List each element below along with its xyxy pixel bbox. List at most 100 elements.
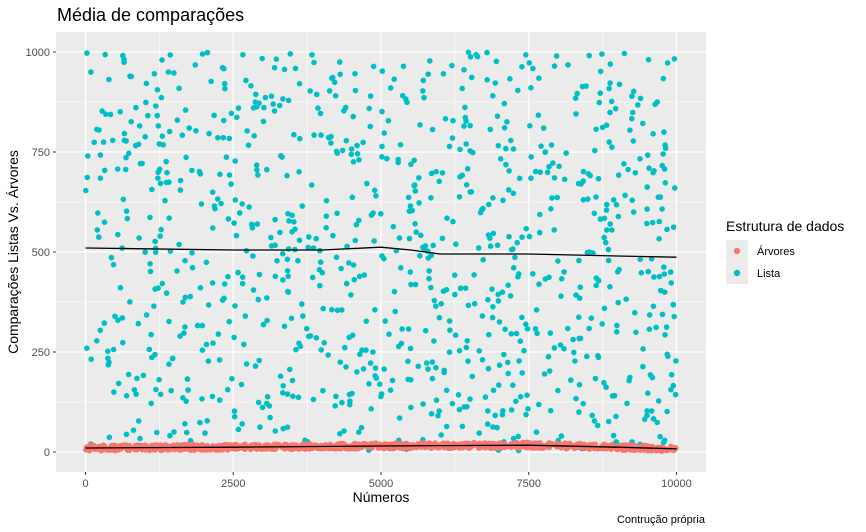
data-point-lista [588,315,595,322]
data-point-lista [199,396,205,402]
data-point-lista [461,67,467,73]
data-point-lista [279,250,286,257]
y-tick-label: 0 [44,447,50,459]
data-point-lista [88,356,94,363]
data-point-lista [108,254,115,261]
data-point-lista [367,360,374,366]
data-point-lista [117,284,124,291]
data-point-lista [264,400,270,407]
data-point-lista [557,342,564,348]
data-point-lista [596,99,603,106]
data-point-lista [226,172,233,178]
data-point-lista [186,125,192,131]
data-point-lista [155,169,161,176]
data-point-lista [396,235,403,241]
data-point-lista [140,372,147,379]
data-point-lista [510,190,517,197]
data-point-lista [158,94,165,101]
data-point-lista [197,171,204,177]
data-point-lista [311,132,317,138]
data-point-lista [308,182,315,188]
data-point-lista [467,122,474,129]
data-point-lista [391,288,398,295]
data-point-lista [593,194,599,200]
data-point-lista [106,76,112,83]
data-point-lista [505,282,512,289]
data-point-lista [366,105,373,112]
data-point-arvores [272,446,279,453]
data-point-lista [132,142,139,149]
data-point-lista [490,195,496,201]
data-point-lista [471,300,478,307]
data-point-lista [607,109,613,116]
data-point-lista [284,424,291,431]
data-point-lista [347,398,353,405]
data-point-lista [184,376,191,382]
data-point-lista [591,210,598,217]
data-point-lista [360,366,367,372]
data-point-lista [449,400,456,407]
data-point-lista [599,51,605,57]
data-point-lista [605,418,612,425]
data-point-lista [177,187,184,193]
data-point-lista [379,143,385,150]
data-point-lista [661,271,668,277]
data-point-lista [273,56,280,62]
data-point-lista [439,235,446,242]
data-point-lista [127,299,133,305]
data-point-lista [110,346,117,353]
data-point-lista [110,261,117,268]
data-point-lista [370,63,377,70]
y-tick-label: 250 [32,347,50,359]
data-point-lista [436,314,443,321]
data-point-lista [519,64,525,70]
data-point-lista [637,256,643,263]
data-point-lista [479,313,486,319]
data-point-lista [418,232,424,239]
data-point-lista [235,269,241,276]
data-point-lista [646,165,652,171]
data-point-lista [645,268,651,275]
data-point-lista [231,408,238,414]
data-point-lista [231,413,238,420]
data-point-lista [412,182,418,188]
data-point-lista [494,113,501,119]
data-point-lista [209,189,216,195]
data-point-lista [381,255,387,262]
data-point-lista [462,104,468,111]
data-point-lista [182,257,188,264]
data-point-lista [97,327,104,334]
data-point-lista [255,399,262,406]
data-point-lista [535,112,542,118]
data-point-lista [107,111,114,118]
data-point-lista [456,347,463,354]
data-point-lista [157,180,164,187]
data-point-lista [645,390,651,397]
data-point-arvores [616,443,623,449]
data-point-lista [632,170,639,176]
data-point-lista [451,272,458,279]
data-point-lista [616,81,623,88]
data-point-lista [329,306,335,313]
data-point-lista [387,387,394,394]
data-point-lista [558,276,565,282]
x-tick-label: 0 [82,478,88,490]
data-point-lista [348,292,354,298]
data-point-lista [392,308,399,315]
data-point-lista [637,95,644,102]
data-point-lista [671,185,678,191]
data-point-lista [580,178,586,184]
data-point-lista [384,155,390,162]
data-point-lista [671,56,678,62]
data-point-lista [280,425,287,432]
data-point-lista [102,51,108,58]
data-point-lista [136,235,142,241]
data-point-lista [148,400,154,407]
data-point-lista [181,330,187,336]
data-point-lista [368,212,375,218]
data-point-lista [151,303,157,310]
data-point-lista [635,102,641,108]
data-point-lista [174,268,180,274]
data-point-lista [120,52,126,59]
data-point-lista [583,83,589,89]
